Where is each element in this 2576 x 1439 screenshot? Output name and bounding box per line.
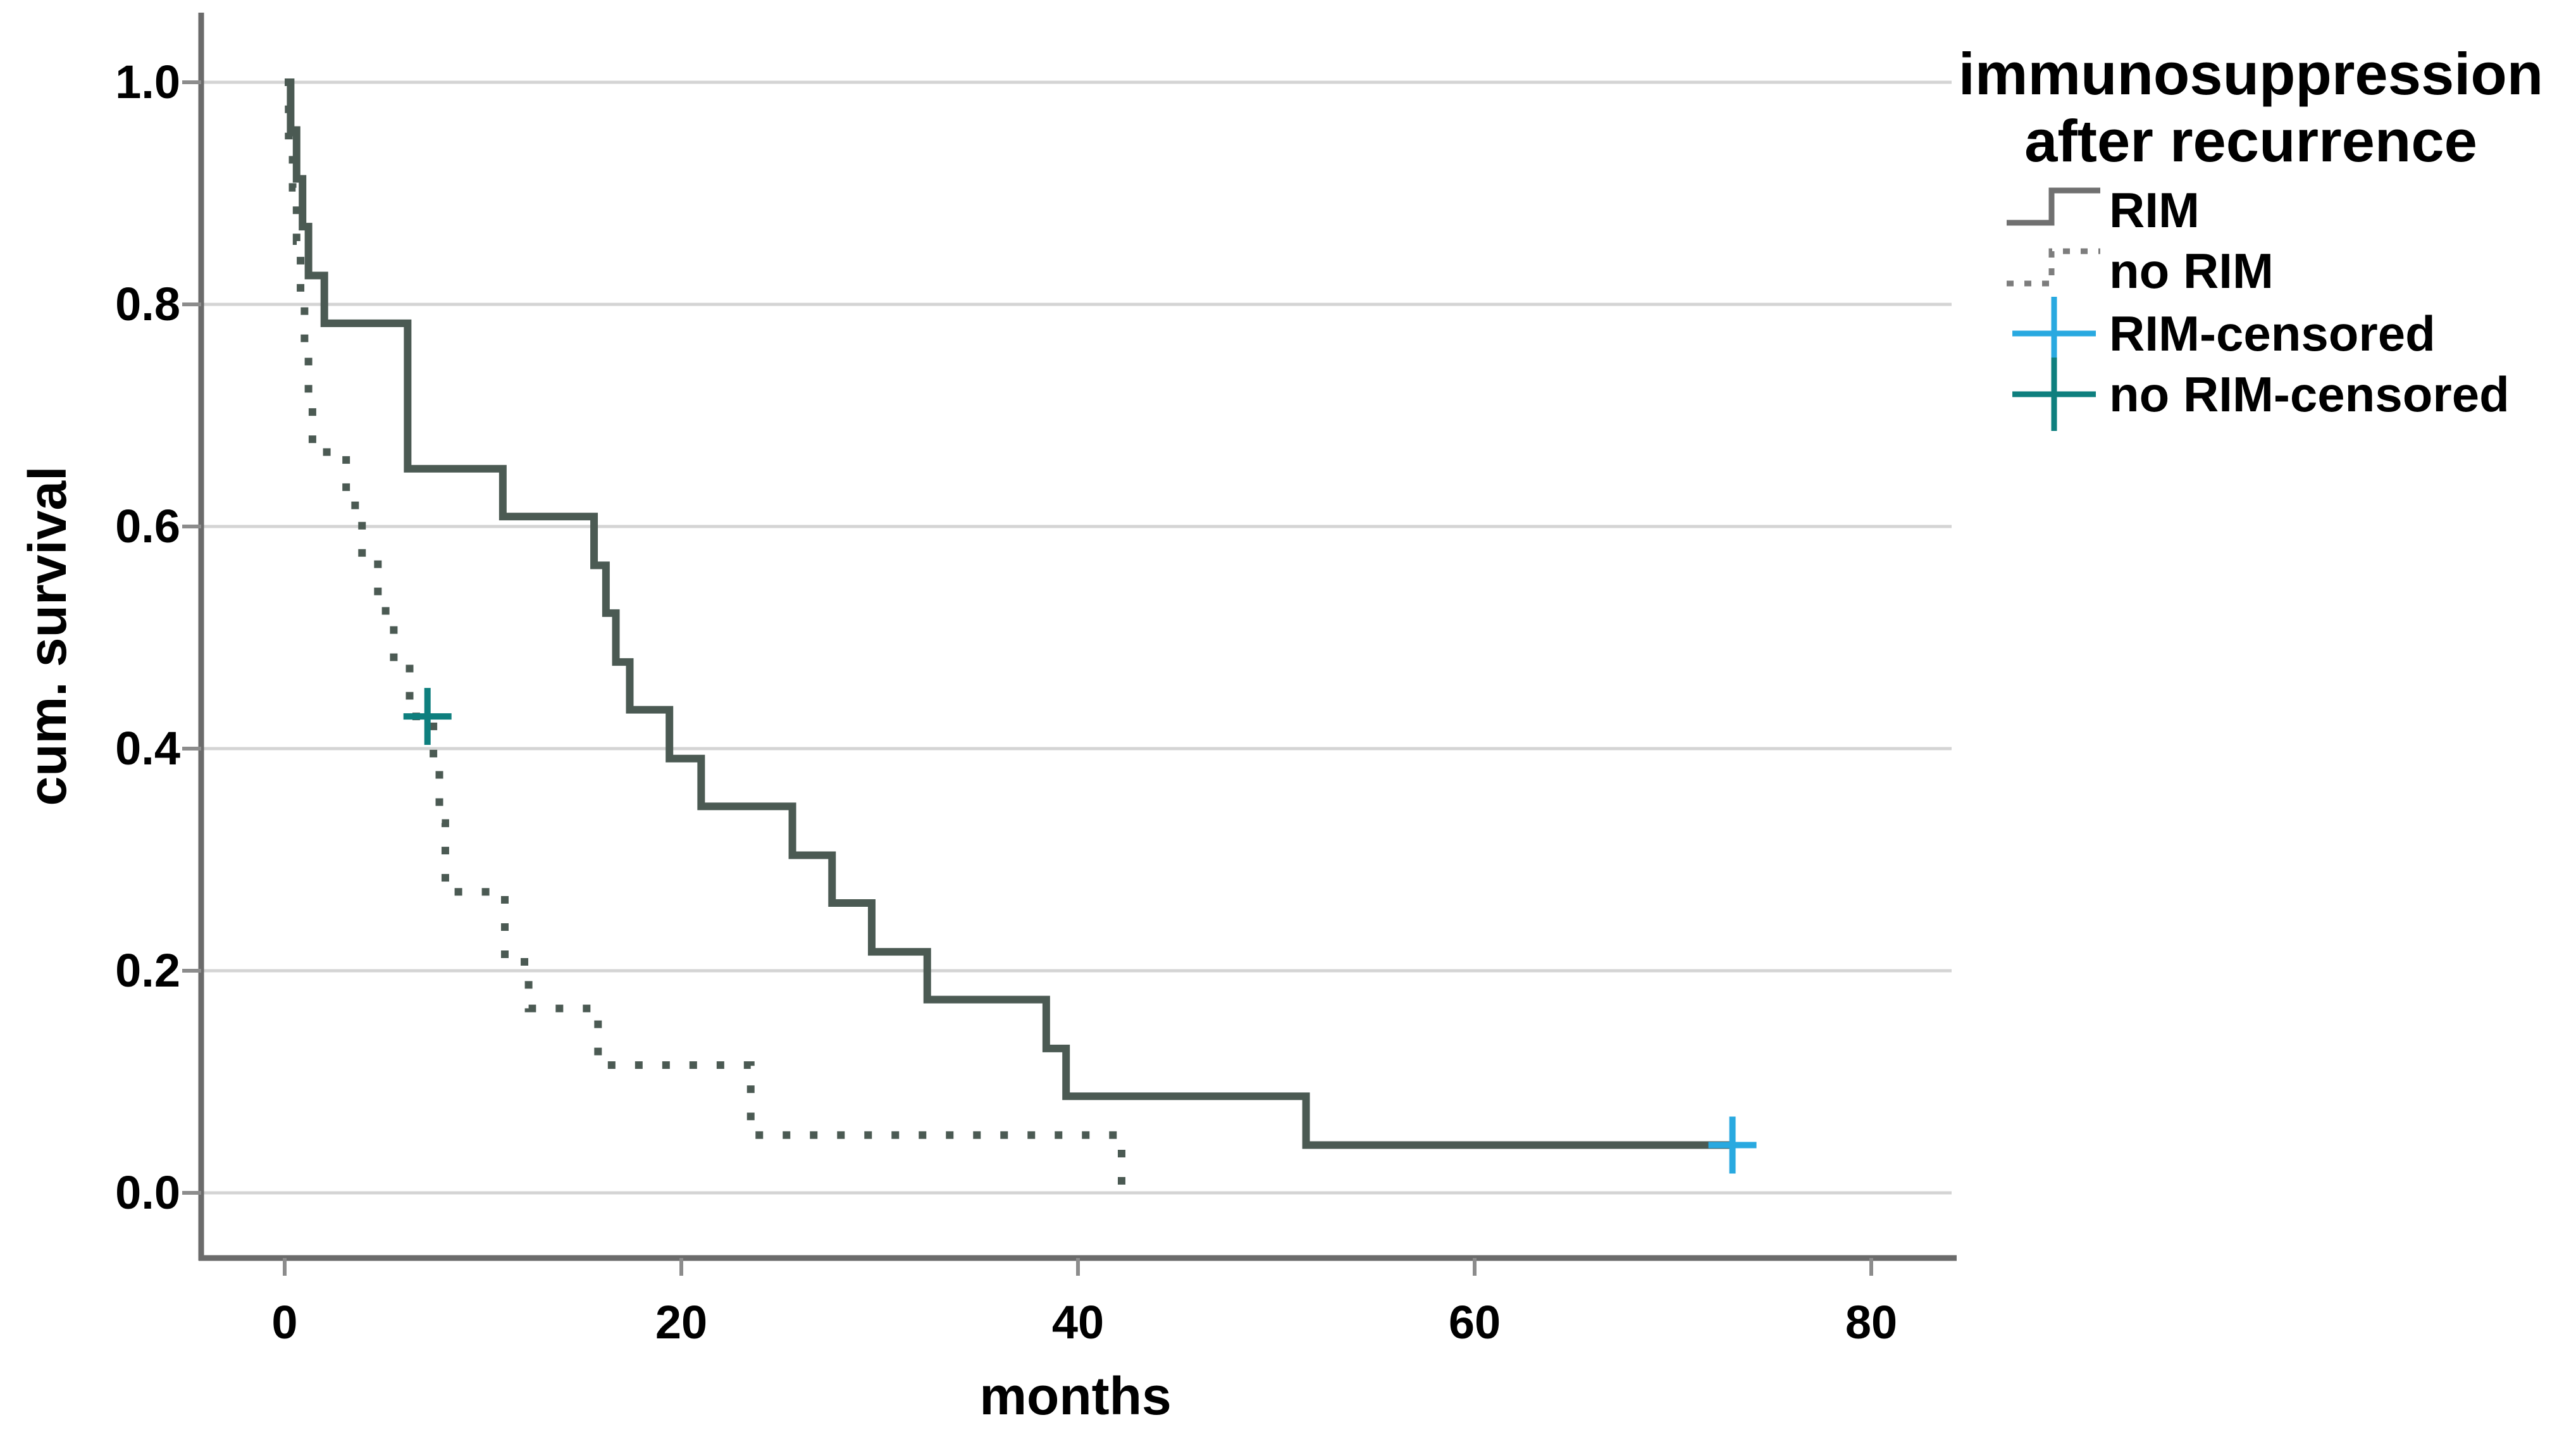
y-tick-label-0.4: 0.4 [115, 722, 180, 775]
y-tick-label-0.6: 0.6 [115, 500, 180, 552]
legend-sample-glyphs [2007, 187, 2100, 431]
x-tick-label-80: 80 [1845, 1296, 1898, 1349]
y-tick-label-0.2: 0.2 [115, 944, 180, 997]
tick-marks [182, 80, 1873, 1276]
legend-title-line2: after recurrence [2024, 108, 2477, 174]
y-tick-label-0.0: 0.0 [115, 1166, 180, 1219]
x-tick-label-0: 0 [271, 1296, 298, 1349]
legend-title: immunosuppression after recurrence [1935, 40, 2567, 175]
legend-title-line1: immunosuppression [1958, 40, 2544, 107]
legend-item-no-rim: no RIM [2109, 243, 2274, 299]
legend-item-rim: RIM [2109, 182, 2200, 238]
legend-item-no-rim-censored: no RIM-censored [2109, 366, 2510, 422]
censor-markers [403, 688, 1757, 1174]
x-tick-label-40: 40 [1051, 1296, 1105, 1349]
x-tick-label-20: 20 [655, 1296, 708, 1349]
survival-curves [285, 78, 1733, 1188]
y-tick-label-1.0: 1.0 [115, 56, 180, 108]
legend-item-rim-censored: RIM-censored [2109, 306, 2436, 361]
x-tick-label-60: 60 [1448, 1296, 1501, 1349]
y-axis-title: cum. survival [18, 466, 77, 806]
legend-sample-no-rim-line [2007, 248, 2100, 287]
x-axis-title: months [979, 1366, 1172, 1426]
legend-sample-rim-line [2007, 187, 2100, 226]
no-rim-curve [285, 78, 1125, 1188]
axis-lines [198, 13, 1957, 1261]
gridlines [201, 80, 1952, 1195]
rim-curve [285, 78, 1733, 1149]
y-tick-label-0.8: 0.8 [115, 278, 180, 330]
